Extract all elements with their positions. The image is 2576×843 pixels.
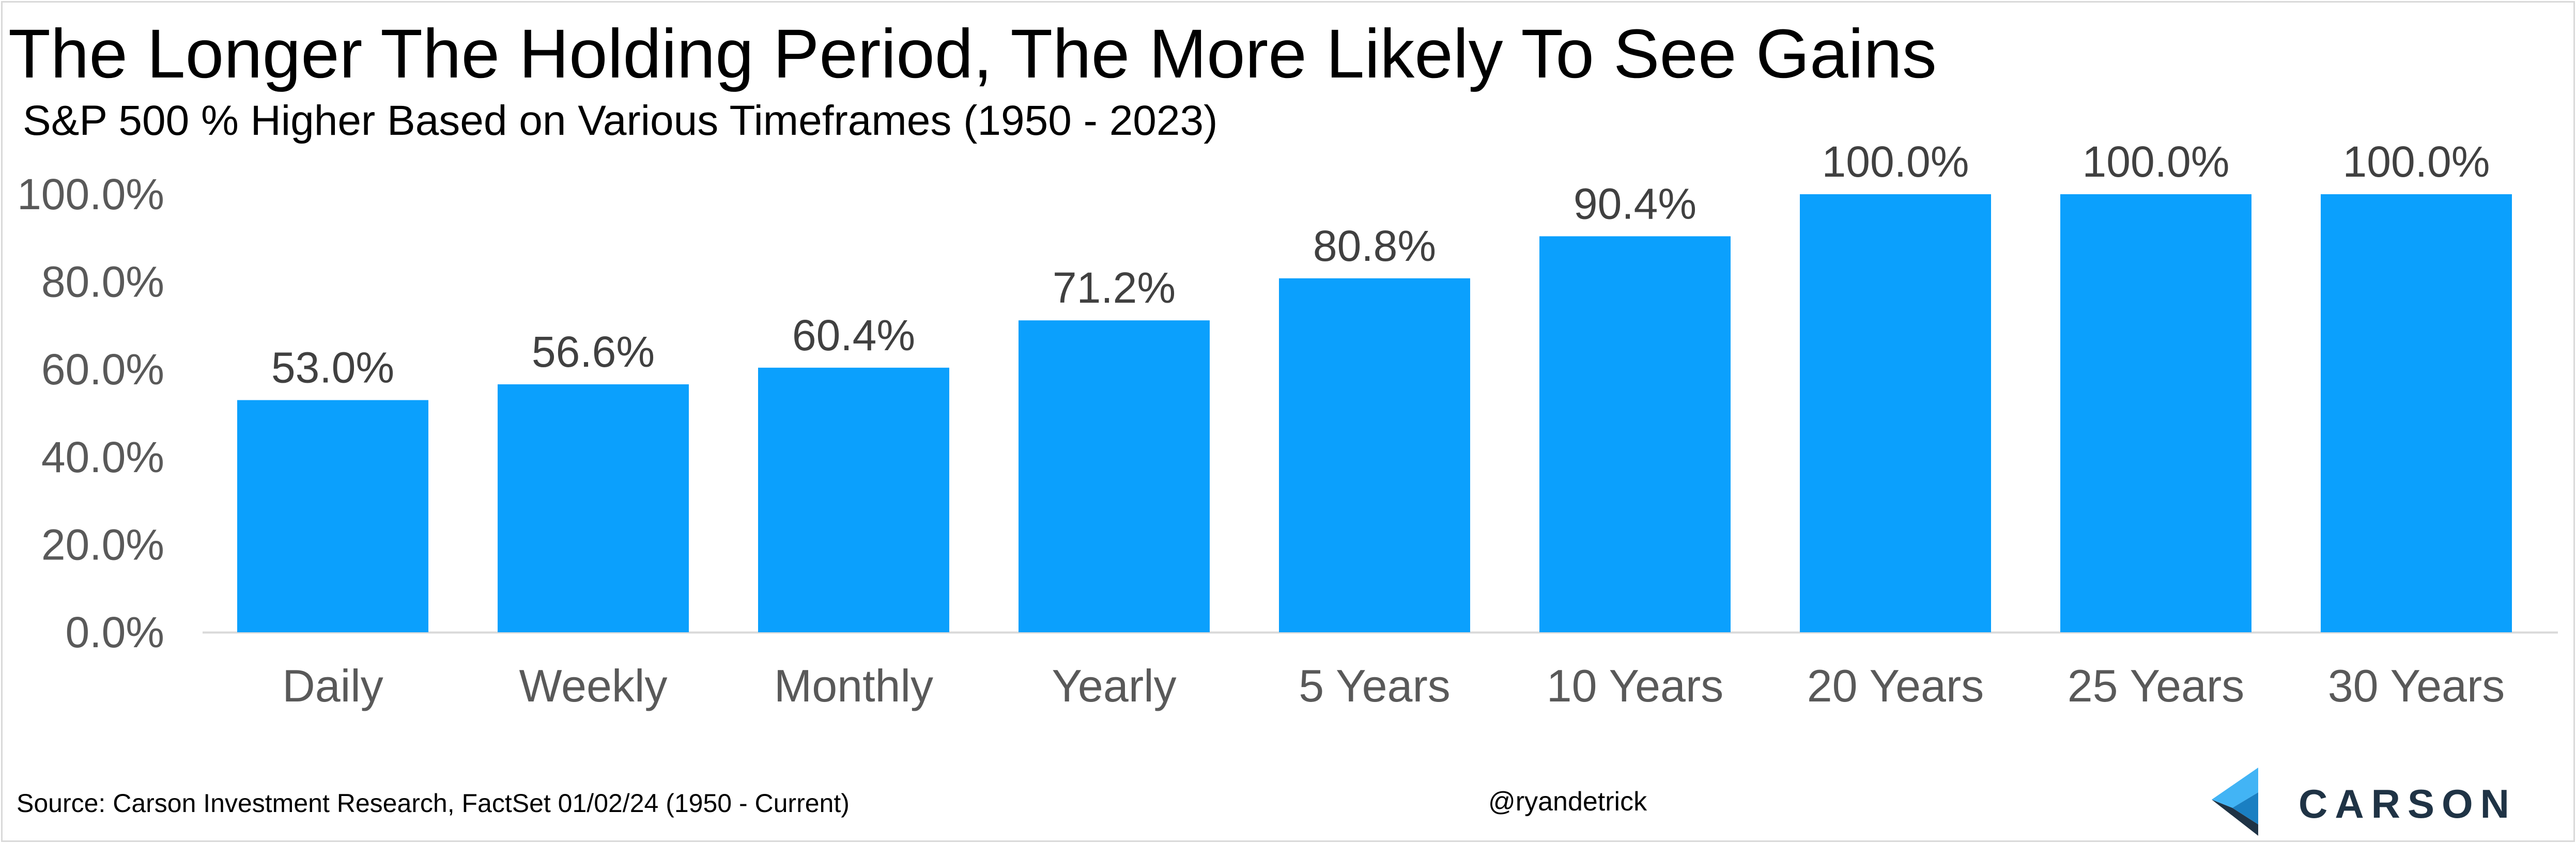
y-tick-label: 40.0% [41, 433, 164, 481]
y-tick-label: 80.0% [41, 258, 164, 306]
y-tick-label: 100.0% [17, 170, 164, 218]
bar [237, 400, 428, 632]
data-label: 100.0% [2083, 137, 2230, 186]
bar [498, 384, 689, 632]
chart-title: The Longer The Holding Period, The More … [8, 15, 1937, 92]
bar [1279, 278, 1470, 632]
source-note: Source: Carson Investment Research, Fact… [17, 789, 850, 818]
data-label: 53.0% [271, 344, 394, 392]
carson-logo-text: CARSON [2299, 781, 2517, 826]
y-tick-label: 60.0% [41, 345, 164, 394]
y-tick-label: 0.0% [66, 608, 164, 657]
data-label: 80.8% [1313, 222, 1436, 270]
x-tick-label: Daily [282, 660, 383, 711]
data-label: 100.0% [1822, 137, 1969, 186]
data-label: 60.4% [792, 311, 915, 360]
x-axis: Daily Weekly Monthly Yearly 5 Years 10 Years 2… [203, 631, 2558, 711]
data-label: 90.4% [1574, 179, 1696, 228]
y-axis: 0.0% 20.0% 40.0% 60.0% 80.0% 100.0% [17, 170, 164, 657]
x-tick-label: 25 Years [2068, 660, 2245, 711]
bar [1800, 194, 1991, 632]
bar [1539, 236, 1731, 633]
bar-series [237, 194, 2512, 633]
x-tick-label: Yearly [1052, 660, 1176, 711]
data-label: 56.6% [532, 327, 655, 376]
chart-subtitle: S&P 500 % Higher Based on Various Timefr… [23, 97, 1218, 144]
author-handle: @ryandetrick [1488, 787, 1647, 817]
x-tick-label: Weekly [519, 660, 668, 711]
x-tick-label: 20 Years [1807, 660, 1984, 711]
carson-logo-mark-icon [2212, 768, 2258, 836]
data-labels: 53.0% 56.6% 60.4% 71.2% 80.8% 90.4% 100.0% 100.… [271, 137, 2490, 392]
carson-logo: CARSON [2207, 763, 2558, 840]
bar [2060, 194, 2251, 632]
x-tick-label: 30 Years [2328, 660, 2505, 711]
bar [758, 367, 949, 632]
bar [1019, 320, 1210, 632]
data-label: 100.0% [2343, 137, 2490, 186]
y-tick-label: 20.0% [41, 520, 164, 569]
bar [2321, 194, 2512, 632]
x-tick-label: Monthly [774, 660, 933, 711]
x-tick-label: 10 Years [1547, 660, 1724, 711]
data-label: 71.2% [1053, 263, 1176, 312]
x-tick-label: 5 Years [1299, 660, 1451, 711]
